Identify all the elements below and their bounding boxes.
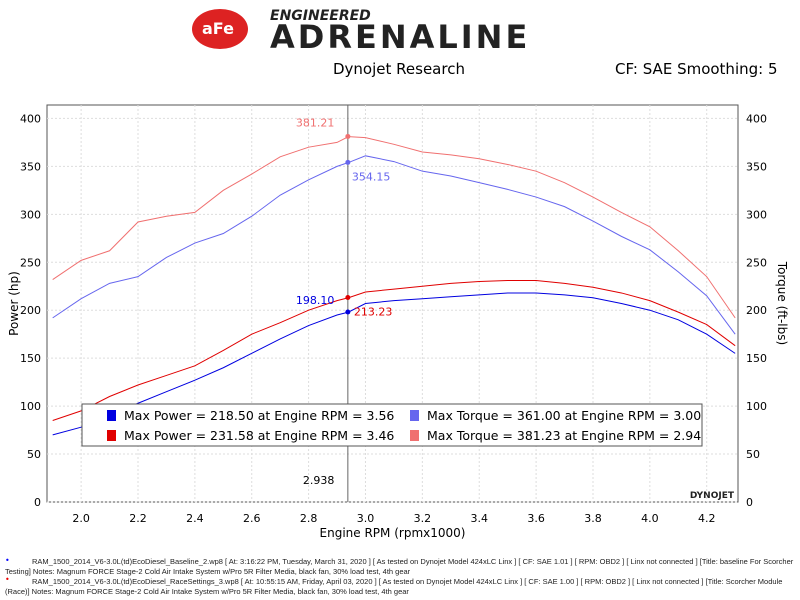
dynojet-watermark: DYNOJET xyxy=(690,491,735,501)
legend-entry: Max Power = 218.50 at Engine RPM = 3.56 xyxy=(124,408,394,423)
y2-tick-label: 400 xyxy=(746,112,767,125)
run1-line1: RAM_1500_2014_V6-3.0L(td)EcoDiesel_Basel… xyxy=(32,557,794,566)
y-tick-label: 250 xyxy=(20,256,41,269)
svg-text:aFe: aFe xyxy=(202,19,234,38)
y2-tick-label: 50 xyxy=(746,448,760,461)
y-tick-label: 400 xyxy=(20,112,41,125)
y-tick-label: 150 xyxy=(20,352,41,365)
svg-text:ADRENALINE: ADRENALINE xyxy=(270,18,530,52)
legend-entry: Max Torque = 381.23 at Engine RPM = 2.94 xyxy=(427,428,701,443)
run2-marker: • xyxy=(5,575,10,584)
y2-tick-label: 350 xyxy=(746,160,767,173)
header-right: CF: SAE Smoothing: 5 xyxy=(615,60,778,78)
series-line-torque_baseline xyxy=(52,155,736,335)
y-tick-label: 200 xyxy=(20,304,41,317)
y-tick-label: 350 xyxy=(20,160,41,173)
y-tick-label: 300 xyxy=(20,208,41,221)
y-tick-label: 0 xyxy=(34,496,41,509)
legend-entry: Max Power = 231.58 at Engine RPM = 3.46 xyxy=(124,428,394,443)
y2-tick-label: 300 xyxy=(746,208,767,221)
x-tick-label: 3.4 xyxy=(470,512,488,525)
series-line-power_baseline xyxy=(52,292,736,436)
legend-entry: Max Torque = 361.00 at Engine RPM = 3.00 xyxy=(427,408,701,423)
x-axis-label: Engine RPM (rpmx1000) xyxy=(320,526,466,540)
run2-line2: (Race)] Notes: Magnum FORCE Stage-2 Cold… xyxy=(5,587,409,596)
annotation-power_race: 213.23 xyxy=(354,306,393,319)
header-left: Dynojet Research xyxy=(333,60,465,78)
y2-tick-label: 200 xyxy=(746,304,767,317)
run1-marker: • xyxy=(5,556,10,565)
legend-swatch xyxy=(410,410,419,421)
x-tick-label: 2.2 xyxy=(129,512,147,525)
svg-text:ENGINEERED: ENGINEERED xyxy=(270,8,371,24)
legend-swatch xyxy=(410,430,419,441)
y2-tick-label: 250 xyxy=(746,256,767,269)
x-tick-label: 4.2 xyxy=(698,512,716,525)
cursor-point xyxy=(345,159,351,165)
annotation-torque_baseline: 354.15 xyxy=(352,170,391,183)
annotation-power_baseline: 198.10 xyxy=(296,294,335,307)
y-tick-label: 100 xyxy=(20,400,41,413)
x-tick-label: 2.8 xyxy=(300,512,318,525)
y-tick-label: 50 xyxy=(27,448,41,461)
y2-tick-label: 150 xyxy=(746,352,767,365)
cursor-point xyxy=(345,133,351,139)
x-tick-label: 2.4 xyxy=(186,512,204,525)
cursor-point xyxy=(345,309,351,315)
y2-axis-label: Torque (ft-lbs) xyxy=(775,261,789,345)
run1-line2: Testing] Notes: Magnum FORCE Stage-2 Col… xyxy=(5,567,411,576)
y-axis-label: Power (hp) xyxy=(7,271,21,336)
series-line-torque_race xyxy=(52,136,736,319)
x-tick-label: 3.8 xyxy=(584,512,602,525)
y2-tick-label: 0 xyxy=(746,496,753,509)
cursor-label: 2.938 xyxy=(303,474,335,487)
afe-logo: aFe ENGINEERED ADRENALINE xyxy=(192,8,530,52)
x-tick-label: 2.6 xyxy=(243,512,261,525)
x-tick-label: 3.2 xyxy=(414,512,432,525)
legend-swatch xyxy=(107,410,116,421)
series-line-power_race xyxy=(52,279,736,421)
x-tick-label: 2.0 xyxy=(72,512,90,525)
x-tick-label: 3.6 xyxy=(527,512,545,525)
x-tick-label: 4.0 xyxy=(641,512,659,525)
cursor-point xyxy=(345,295,351,301)
legend-swatch xyxy=(107,430,116,441)
run2-line1: RAM_1500_2014_V6-3.0L(td)EcoDiesel_RaceS… xyxy=(32,577,783,586)
legend-box xyxy=(81,403,703,447)
x-tick-label: 3.0 xyxy=(357,512,375,525)
annotation-torque_race: 381.21 xyxy=(296,116,335,129)
y2-tick-label: 100 xyxy=(746,400,767,413)
